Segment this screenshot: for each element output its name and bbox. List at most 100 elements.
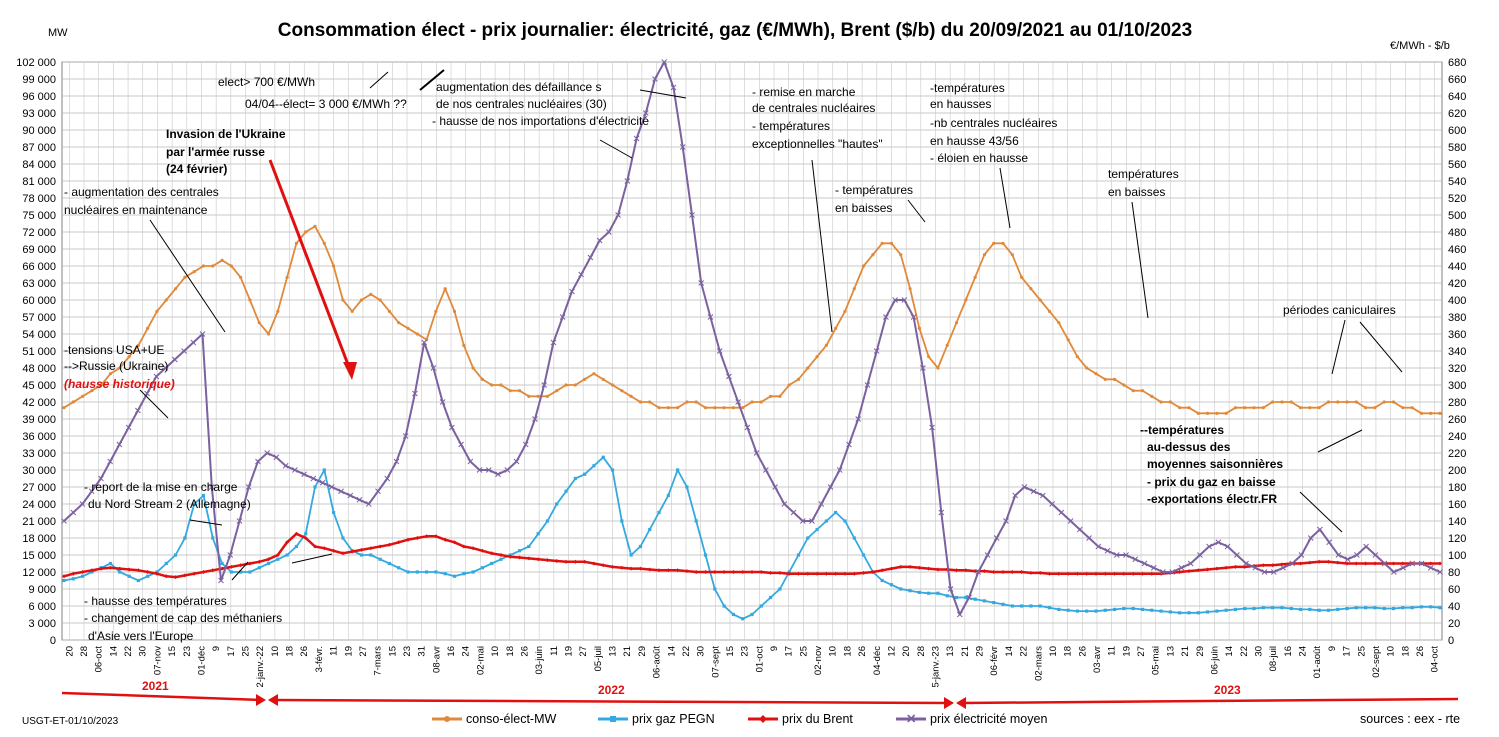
data-point (583, 377, 587, 381)
x-tick-label: 17 (784, 646, 795, 657)
data-point (861, 570, 866, 575)
data-point (1224, 411, 1228, 415)
data-point (1215, 411, 1219, 415)
data-point (852, 287, 856, 291)
data-point (62, 574, 66, 579)
data-point (1307, 535, 1314, 541)
data-point (247, 561, 252, 566)
data-point (365, 501, 372, 507)
y2-tick-label: 160 (1448, 499, 1466, 511)
data-point (384, 475, 391, 482)
data-point (1150, 608, 1154, 612)
x-tick-label: 04-oct (1430, 646, 1441, 673)
data-point (1010, 570, 1015, 574)
data-point (685, 400, 689, 404)
data-point (387, 561, 392, 566)
x-tick-label: 25 (241, 646, 252, 657)
data-point (341, 536, 345, 540)
data-point (369, 292, 373, 296)
data-point (864, 382, 871, 388)
data-point (424, 570, 429, 574)
data-point (266, 332, 271, 336)
data-point (1224, 543, 1231, 550)
data-point (1205, 411, 1210, 415)
data-point (1409, 560, 1416, 567)
legend-marker (610, 716, 616, 722)
data-point (424, 534, 429, 539)
data-point (1049, 501, 1055, 507)
x-tick-label: 20 (901, 646, 912, 657)
data-point (1066, 571, 1071, 576)
y2-tick-label: 380 (1448, 312, 1466, 324)
data-point (1438, 411, 1442, 415)
data-point (61, 518, 67, 524)
data-point (282, 462, 289, 469)
x-tick-label: 01-oct (754, 646, 765, 673)
data-point (834, 510, 838, 515)
data-point (1410, 606, 1414, 610)
x-tick-label: 9 (769, 646, 780, 651)
data-point (1038, 298, 1042, 302)
data-point (836, 467, 843, 473)
data-point (638, 400, 643, 404)
data-point (201, 493, 206, 498)
y-tick-label: 36 000 (22, 431, 56, 443)
data-point (750, 400, 754, 404)
data-point (378, 298, 382, 302)
annotation: - températures (752, 119, 830, 133)
data-point (1001, 570, 1006, 574)
data-point (1373, 406, 1377, 410)
x-tick-label: 29 (637, 646, 648, 657)
x-tick-label: 11 (329, 646, 340, 656)
data-point (1030, 488, 1037, 495)
data-point (1094, 571, 1098, 576)
data-point (80, 574, 85, 578)
y-tick-label: 87 000 (22, 142, 56, 154)
data-point (257, 321, 261, 325)
data-point (443, 537, 448, 542)
data-point (982, 253, 987, 257)
data-point (648, 527, 652, 532)
data-point (834, 326, 838, 330)
arrow (811, 159, 833, 333)
data-point (285, 275, 289, 279)
data-point (726, 373, 732, 380)
annotation: -nb centrales nucléaires (930, 116, 1057, 130)
arrowhead (256, 694, 266, 706)
data-point (889, 566, 894, 571)
legend-entry: prix du Brent (782, 712, 853, 726)
data-point (1123, 552, 1129, 558)
data-point (880, 578, 884, 583)
data-point (1047, 571, 1052, 576)
data-point (490, 561, 494, 566)
y-tick-label: 0 (50, 635, 56, 647)
annotation: nucléaires en maintenance (64, 203, 208, 217)
data-point (471, 570, 475, 574)
data-point (569, 288, 575, 295)
legend-marker (444, 716, 450, 722)
data-point (304, 230, 308, 234)
x-tick-label: 04-déc (872, 646, 883, 675)
data-point (1280, 564, 1286, 571)
annotation: - hausse de nos importations d'électrici… (432, 114, 649, 128)
data-point (527, 544, 531, 549)
annotation: moyennes saisonnières (1147, 457, 1283, 471)
data-point (1095, 543, 1102, 550)
data-point (992, 601, 996, 605)
data-point (239, 275, 243, 279)
data-point (210, 568, 215, 573)
data-point (601, 455, 605, 459)
year-arrow-2022 (271, 698, 951, 705)
data-point (648, 400, 652, 404)
x-tick-label: 30 (138, 646, 149, 657)
data-point (713, 587, 717, 591)
y2-tick-label: 320 (1448, 363, 1466, 375)
x-tick-label: 02-nov (813, 646, 824, 675)
y-tick-label: 66 000 (22, 261, 56, 273)
data-point (458, 441, 464, 448)
x-tick-label: 26 (1415, 646, 1426, 657)
arrowhead (268, 694, 278, 706)
data-point (871, 253, 875, 257)
data-point (489, 551, 494, 556)
